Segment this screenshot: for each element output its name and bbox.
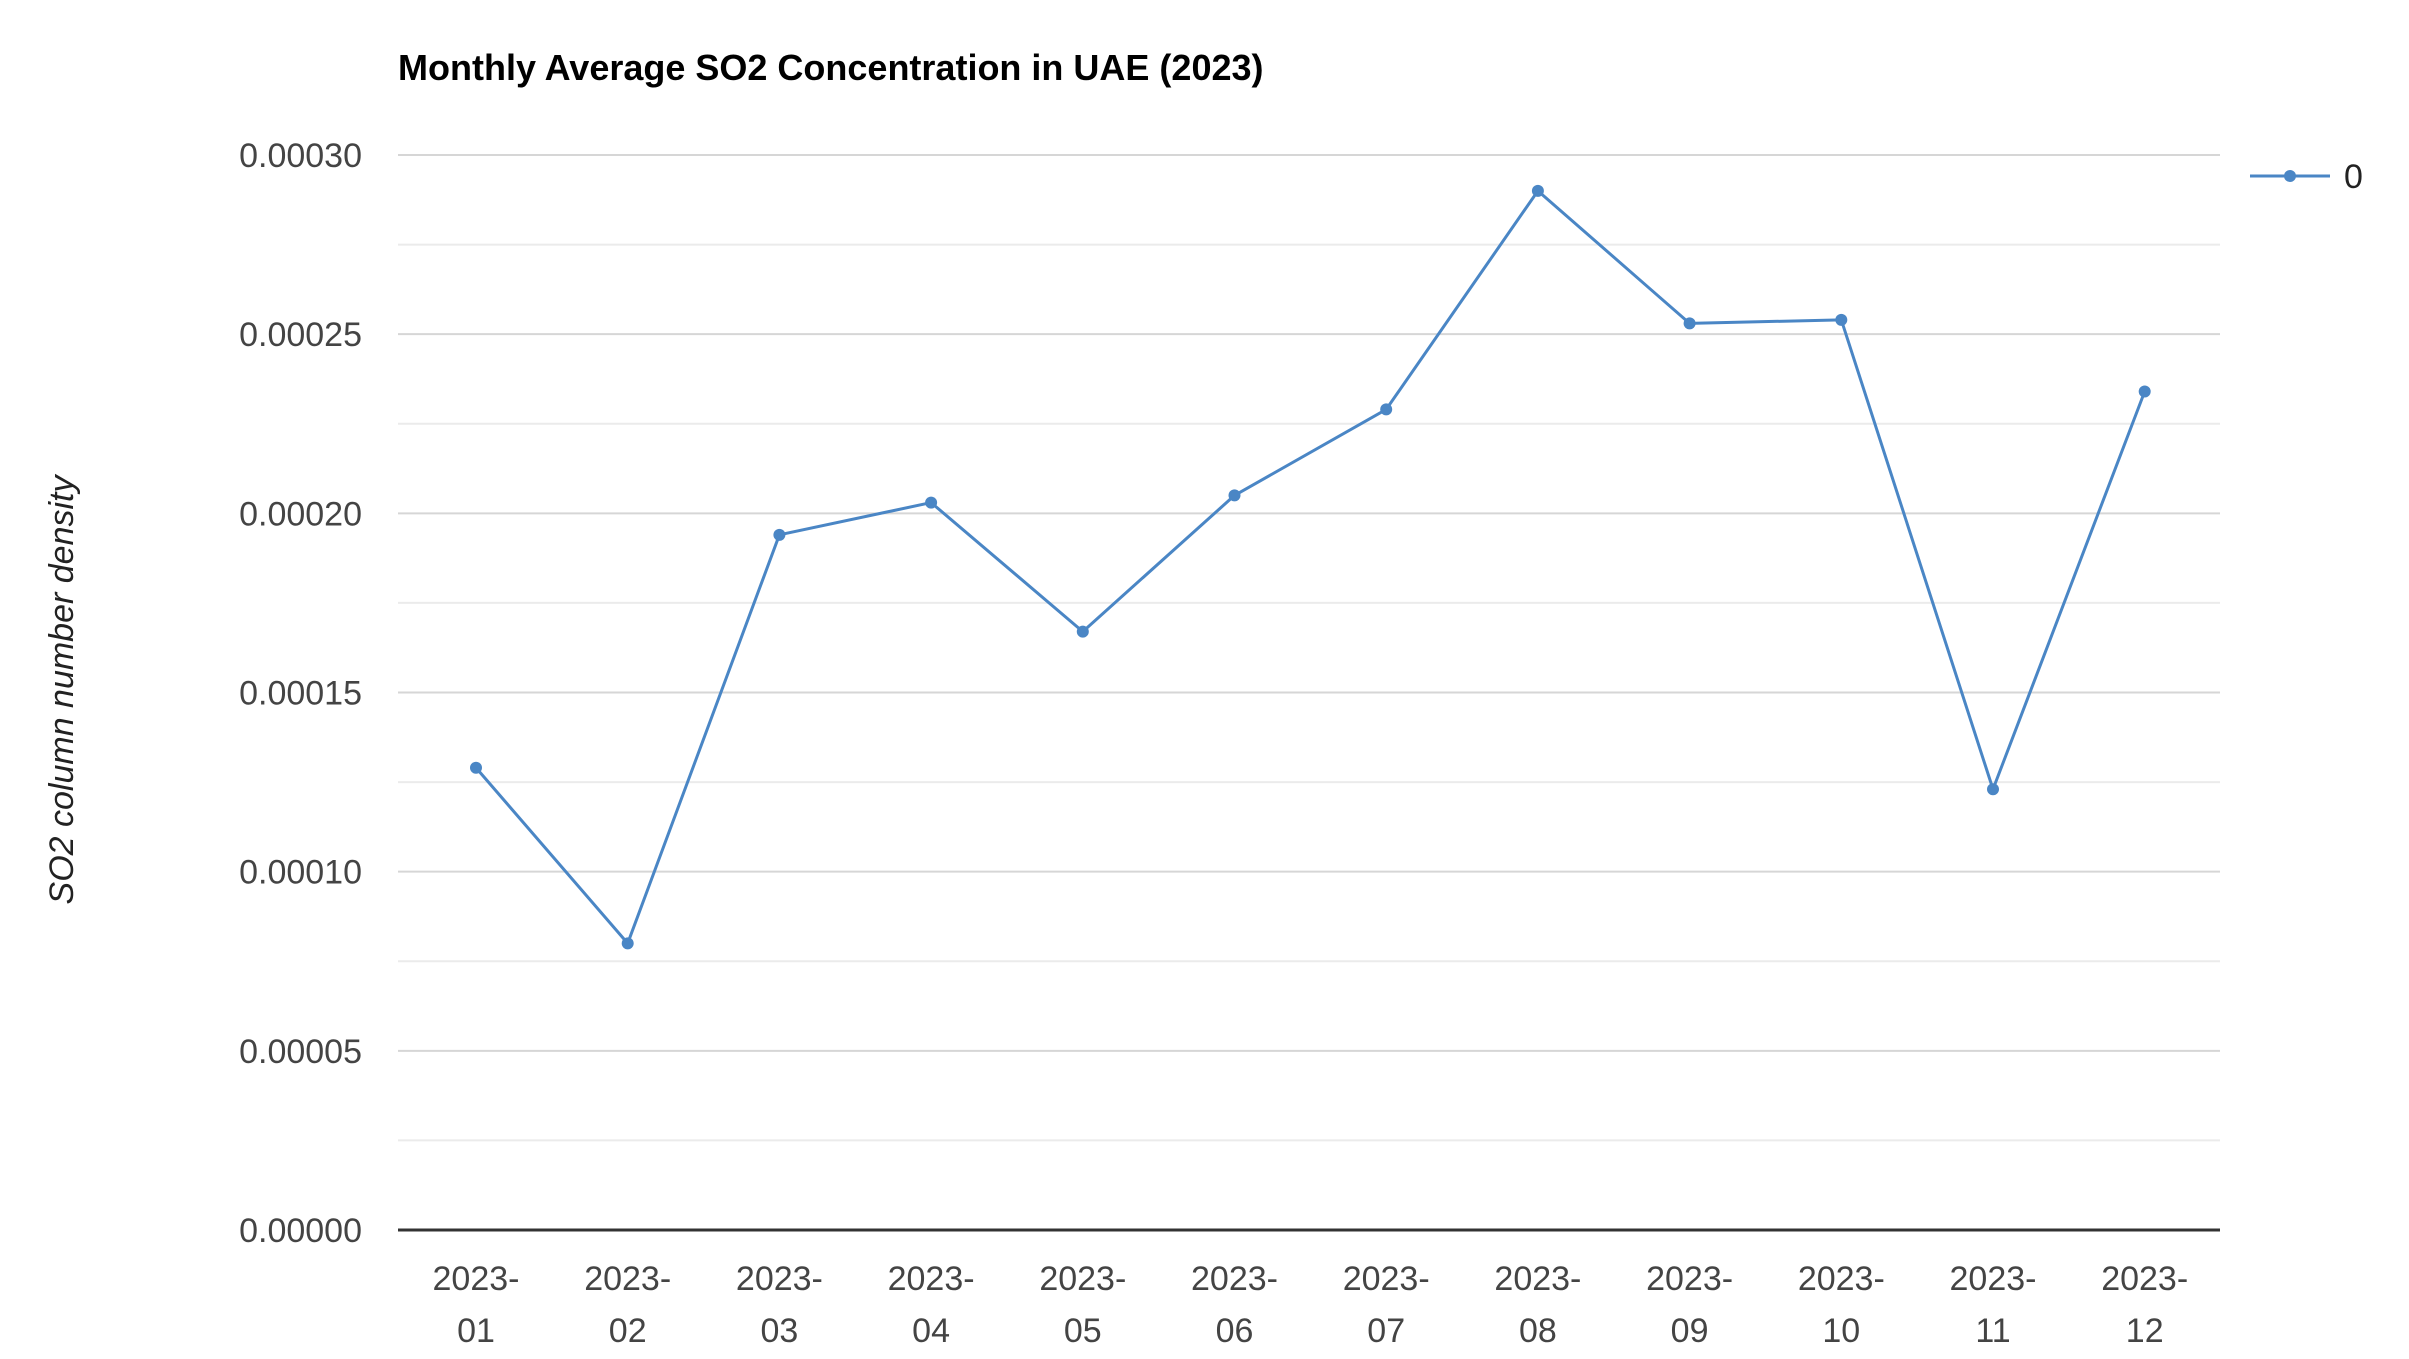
- data-point[interactable]: [2138, 385, 2151, 398]
- y-tick-label: 0.00010: [239, 854, 362, 892]
- data-point[interactable]: [621, 937, 634, 950]
- x-tick-label: 2023-04: [888, 1260, 975, 1350]
- legend[interactable]: 0: [2250, 158, 2363, 196]
- y-axis-tick-labels: 0.00000 0.00005 0.00010 0.00015 0.00020 0.000…: [239, 137, 362, 1250]
- data-point[interactable]: [925, 496, 938, 509]
- x-tick-label: 2023-06: [1191, 1260, 1278, 1350]
- x-tick-label: 2023-07: [1343, 1260, 1430, 1350]
- data-point[interactable]: [1835, 313, 1848, 326]
- series-line: [474, 189, 2147, 945]
- x-tick-label: 2023-08: [1494, 1260, 1581, 1350]
- x-axis-tick-labels: 2023-01 2023-02 2023-03 2023-04 2023-05 2023-…: [433, 1260, 2189, 1350]
- x-tick-label: 2023-09: [1646, 1260, 1733, 1350]
- x-tick-label: 2023-12: [2101, 1260, 2188, 1350]
- y-axis-label: SO2 column number density: [43, 474, 81, 905]
- x-tick-label: 2023-11: [1950, 1260, 2037, 1350]
- data-point[interactable]: [773, 528, 786, 541]
- data-point[interactable]: [1076, 625, 1089, 638]
- data-point[interactable]: [1987, 783, 1999, 796]
- chart-title: Monthly Average SO2 Concentration in UAE…: [398, 47, 1264, 88]
- data-point[interactable]: [1228, 489, 1241, 502]
- x-tick-label: 2023-02: [584, 1260, 671, 1350]
- x-tick-label: 2023-10: [1798, 1260, 1885, 1350]
- data-point[interactable]: [1380, 403, 1393, 416]
- y-tick-label: 0.00000: [239, 1212, 362, 1250]
- legend-label: 0: [2344, 158, 2363, 196]
- x-tick-label: 2023-01: [433, 1260, 520, 1350]
- y-tick-label: 0.00025: [239, 316, 362, 354]
- x-tick-label: 2023-05: [1039, 1260, 1126, 1350]
- y-tick-label: 0.00015: [239, 675, 362, 713]
- data-series: [470, 184, 2151, 950]
- y-tick-label: 0.00020: [239, 495, 362, 533]
- y-tick-label: 0.00030: [239, 137, 362, 175]
- gridlines: [398, 154, 2220, 1142]
- x-tick-label: 2023-03: [736, 1260, 823, 1350]
- data-point[interactable]: [470, 761, 482, 774]
- data-point[interactable]: [1531, 184, 1544, 197]
- legend-marker: [2284, 170, 2296, 182]
- data-point[interactable]: [1683, 317, 1696, 330]
- y-tick-label: 0.00005: [239, 1033, 362, 1071]
